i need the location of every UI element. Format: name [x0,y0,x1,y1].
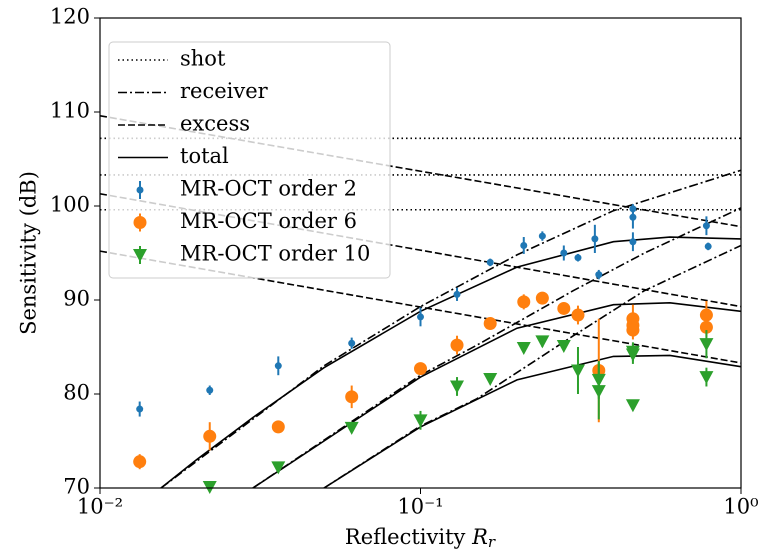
marker [133,249,147,262]
marker [274,362,282,370]
marker [520,241,528,249]
legend-label: MR-OCT order 10 [180,242,370,266]
marker [136,186,144,194]
marker [699,320,713,334]
x-axis-label-subscript: r [488,533,496,551]
model-line [252,302,741,488]
marker [557,301,571,315]
marker [136,405,144,413]
marker [629,213,637,221]
marker [271,420,285,434]
model-line [100,192,741,308]
model-line [100,250,741,364]
marker [271,461,286,475]
marker [556,340,571,354]
marker [517,295,531,309]
marker [450,380,465,394]
x-tick-label: 10⁰ [723,495,758,519]
marker [560,249,568,257]
marker [535,291,549,305]
data-points [133,204,714,495]
y-tick-label: 70 [63,475,90,499]
marker [570,364,585,378]
marker [626,323,640,337]
marker [704,242,712,250]
marker [203,429,217,443]
marker [535,335,550,349]
x-axis-label: Reflectivity Rr [345,525,496,552]
legend-label: receiver [180,79,269,103]
marker [629,238,637,246]
marker [699,308,713,322]
marker [483,317,497,330]
marker [486,258,494,266]
x-axis-label-symbol: R [471,525,488,549]
marker [699,338,714,352]
y-tick-label: 90 [63,287,90,311]
marker [595,271,603,279]
marker [591,235,599,243]
marker [414,362,427,376]
marker [453,290,461,298]
x-tick-label: 10⁻¹ [397,495,443,519]
marker [625,348,640,362]
marker [702,222,710,230]
marker [516,341,531,355]
y-axis-label: Sensitivity (dB) [17,171,41,335]
marker [344,421,359,435]
marker [133,216,147,229]
marker [571,308,585,322]
marker [629,205,637,213]
marker [574,254,582,262]
y-tick-label: 110 [50,99,90,123]
marker [345,390,359,404]
marker [450,338,464,352]
marker [699,371,714,385]
y-tick-label: 80 [63,381,90,405]
marker [206,386,214,394]
marker [417,313,424,321]
legend: shot receiver excess total MR-OCT order 2 MR-… [108,41,391,279]
legend-label: MR-OCT order 6 [180,209,357,233]
y-tick-label: 100 [50,193,90,217]
marker [348,339,356,347]
legend-label: shot [180,47,226,71]
marker [591,385,606,399]
marker [538,232,546,240]
marker [133,455,147,469]
marker [483,372,498,386]
y-tick-label: 120 [50,5,90,29]
legend-label: excess [180,112,250,136]
model-line [323,244,741,488]
model-line [323,354,741,488]
legend-label: MR-OCT order 2 [180,177,357,201]
marker [413,414,428,428]
x-tick-label: 10⁻² [77,495,123,519]
marker [625,399,640,413]
legend-label: total [180,144,229,168]
x-axis-label-text: Reflectivity [345,525,466,549]
